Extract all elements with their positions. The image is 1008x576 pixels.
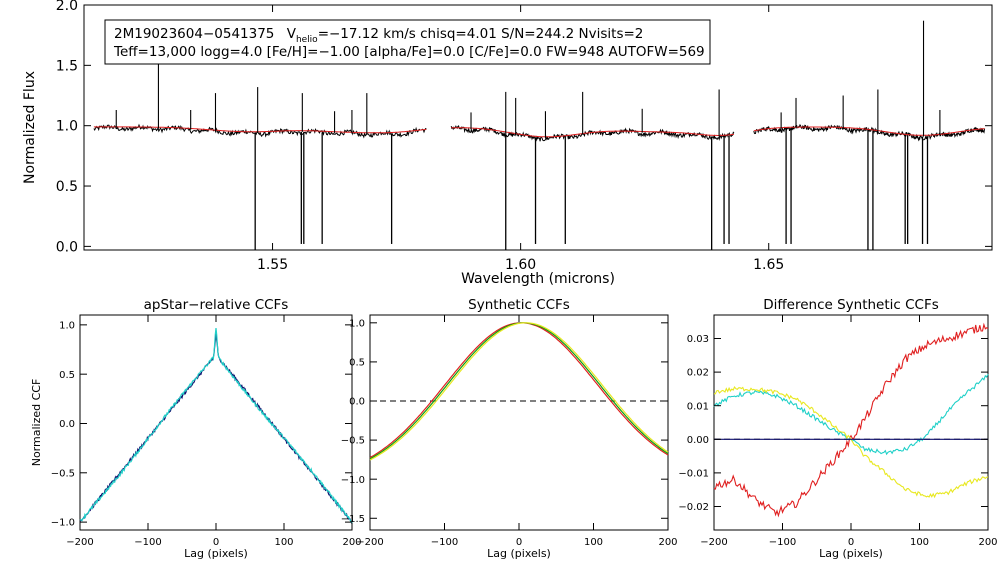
apstar-ccf-line-1 — [79, 331, 353, 524]
difference-ccf-plot-frame — [713, 314, 989, 531]
spectrum-model-chip-3 — [753, 126, 985, 136]
header-line1: 2M19023604−0541375 Vhelio=−17.12 km/s ch… — [114, 26, 643, 45]
spectrum-xtick-label: 1.65 — [753, 257, 784, 273]
spectrum-ytick-label: 2.0 — [56, 0, 78, 14]
synthetic-ccf-panel: −200 −100 0 100 200 −1.5 −1.0 −0.5 0.0 0.5 1.0 Syn… — [341, 297, 678, 560]
difference-ccf-xtick-label: 200 — [978, 537, 997, 548]
spectrum-observed-chip-1 — [93, 123, 427, 139]
apstar-ccf-ytick-label: −1.0 — [51, 518, 75, 529]
apstar-ccf-axes: −200 −100 0 100 200 −1.0 −0.5 0.0 0.5 1.0 — [51, 315, 362, 548]
apstar-ccf-title: apStar−relative CCFs — [144, 297, 289, 313]
difference-ccf-panel: −200 −100 0 100 200 −0.02 −0.01 0.00 0.01 0.02 0.0… — [678, 297, 997, 560]
apstar-ccf-plot-frame — [79, 314, 353, 531]
spectrum-panel: 1.55 1.60 1.65 0.0 0.5 1.0 1.5 2.0 Wavelength (… — [22, 0, 993, 287]
spectrum-ylabel: Normalized Flux — [22, 71, 38, 184]
header-box: 2M19023604−0541375 Vhelio=−17.12 km/s ch… — [104, 19, 711, 65]
spectrum-model-chip-1 — [93, 126, 427, 134]
difference-ccf-title: Difference Synthetic CCFs — [763, 297, 939, 313]
apstar-ccf-ytick-label: −0.5 — [51, 468, 75, 479]
apstar-ccf-xtick-label: 0 — [213, 537, 219, 548]
synthetic-ccf-line-2 — [369, 322, 669, 460]
synthetic-ccf-xlabel: Lag (pixels) — [487, 547, 551, 560]
synthetic-ccf-ytick-label: 0.5 — [349, 358, 365, 369]
header-line2: Teff=13,000 logg=4.0 [Fe/H]=−1.00 [alpha… — [113, 44, 705, 60]
difference-ccf-xlabel: Lag (pixels) — [819, 547, 883, 560]
apstar-ccf-ytick-label: 0.0 — [59, 419, 75, 430]
synthetic-ccf-xtick-label: −200 — [356, 537, 383, 548]
spectrum-observed-chip-3 — [753, 123, 986, 142]
apstar-ccf-ytick-label: 1.0 — [59, 320, 75, 331]
spectrum-lines — [93, 20, 986, 250]
apstar-ccf-xtick-label: −200 — [66, 537, 93, 548]
synthetic-ccf-xtick-label: 100 — [584, 537, 603, 548]
apstar-ccf-xtick-label: −100 — [134, 537, 161, 548]
spectrum-ytick-label: 0.5 — [56, 179, 78, 195]
difference-ccf-line-yellow — [713, 385, 989, 499]
header-star-id: 2M19023604−0541375 — [114, 26, 274, 42]
spectrum-ytick-label: 0.0 — [56, 239, 78, 255]
synthetic-ccf-ytick-label: −1.0 — [341, 475, 365, 486]
header-v-symbol: V — [287, 26, 297, 42]
difference-ccf-ytick-label: −0.01 — [678, 468, 709, 479]
spectrum-model-chip-2 — [451, 127, 735, 138]
apstar-ccf-panel: −200 −100 0 100 200 −1.0 −0.5 0.0 0.5 1.0 apStar−… — [30, 297, 362, 560]
difference-ccf-axes: −200 −100 0 100 200 −0.02 −0.01 0.00 0.01 0.02 0.0… — [678, 315, 998, 548]
difference-ccf-ytick-label: 0.03 — [687, 334, 709, 345]
difference-ccf-ytick-label: 0.01 — [687, 401, 709, 412]
difference-ccf-line-red — [713, 322, 989, 518]
spectrum-observed-chip-2 — [450, 125, 735, 142]
apstar-ccf-ylabel: Normalized CCF — [30, 379, 43, 467]
difference-ccf-xtick-label: 100 — [910, 537, 929, 548]
header-box-border — [104, 19, 711, 65]
spectrum-xtick-label: 1.60 — [505, 257, 536, 273]
header-stats: =−17.12 km/s chisq=4.01 S/N=244.2 Nvisit… — [318, 26, 644, 42]
spectrum-axes: 1.55 1.60 1.65 0.0 0.5 1.0 1.5 2.0 — [56, 0, 992, 273]
apstar-ccf-lines — [79, 328, 353, 524]
difference-ccf-ytick-label: 0.00 — [687, 435, 709, 446]
apstar-ccf-xtick-label: 200 — [342, 537, 361, 548]
header-v-subscript: helio — [296, 35, 318, 45]
apstar-ccf-xtick-label: 100 — [274, 537, 293, 548]
difference-ccf-xtick-label: −200 — [700, 537, 727, 548]
spectrum-xtick-label: 1.55 — [257, 257, 288, 273]
apstar-ccf-xlabel: Lag (pixels) — [184, 547, 248, 560]
apstar-ccf-line-2 — [79, 328, 353, 524]
synthetic-ccf-axes: −200 −100 0 100 200 −1.5 −1.0 −0.5 0.0 0.5 1.0 — [341, 315, 678, 548]
synthetic-ccf-ytick-label: 1.0 — [349, 318, 365, 329]
spectrum-ytick-label: 1.0 — [56, 119, 78, 135]
difference-ccf-lines — [713, 322, 989, 518]
synthetic-ccf-lines — [369, 322, 669, 461]
apstar-ccf-ytick-label: 0.5 — [59, 370, 75, 381]
spectrum-xlabel: Wavelength (microns) — [461, 271, 615, 287]
difference-ccf-ytick-label: −0.02 — [678, 502, 709, 513]
spectrum-ytick-label: 1.5 — [56, 58, 78, 74]
synthetic-ccf-ytick-label: −1.5 — [341, 514, 365, 525]
synthetic-ccf-line-1 — [369, 322, 669, 459]
synthetic-ccf-line-3 — [369, 322, 669, 461]
synthetic-ccf-xtick-label: 200 — [658, 537, 677, 548]
synthetic-ccf-xtick-label: 0 — [516, 537, 522, 548]
synthetic-ccf-ytick-label: −0.5 — [341, 436, 365, 447]
difference-ccf-xtick-label: 0 — [848, 537, 854, 548]
synthetic-ccf-title: Synthetic CCFs — [468, 297, 570, 313]
synthetic-ccf-ytick-label: 0.0 — [349, 397, 365, 408]
spectrum-plot-frame — [83, 4, 993, 251]
difference-ccf-xtick-label: −100 — [769, 537, 796, 548]
difference-ccf-line-cyan — [713, 373, 989, 456]
synthetic-ccf-xtick-label: −100 — [431, 537, 458, 548]
difference-ccf-ytick-label: 0.02 — [687, 368, 709, 379]
